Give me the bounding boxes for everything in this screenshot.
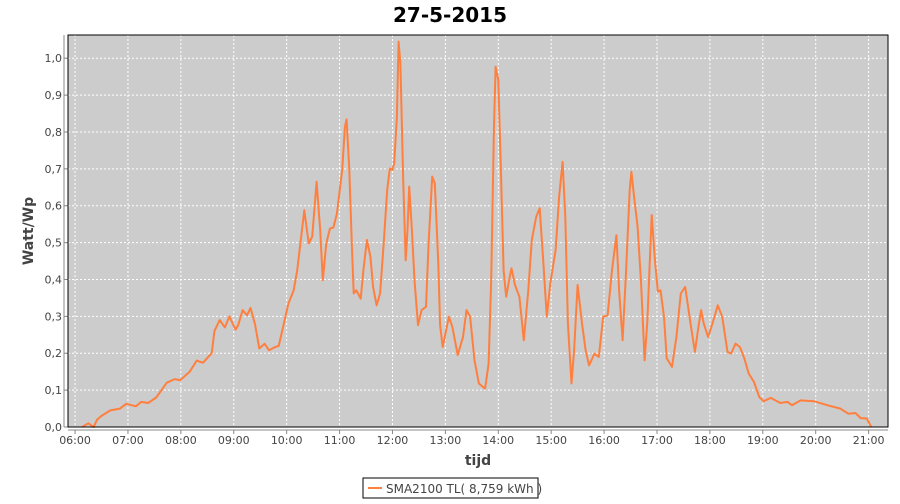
y-tick-label: 1,0	[45, 52, 63, 65]
x-tick-label: 13:00	[430, 434, 462, 447]
y-axis: 0,0 0,1 0,2 0,3 0,4 0,5 0,6 0,7 0,8 0,9 1,0	[45, 35, 68, 434]
chart-title: 27-5-2015	[393, 3, 507, 27]
y-tick-label: 0,0	[45, 421, 63, 434]
y-tick-label: 0,4	[45, 273, 63, 286]
x-tick-label: 10:00	[271, 434, 303, 447]
legend-label: SMA2100 TL( 8,759 kWh )	[386, 482, 542, 496]
y-tick-label: 0,8	[45, 126, 63, 139]
x-tick-label: 15:00	[535, 434, 567, 447]
grid-lines	[68, 35, 888, 428]
x-tick-label: 17:00	[641, 434, 673, 447]
x-tick-label: 07:00	[112, 434, 144, 447]
x-tick-label: 06:00	[59, 434, 91, 447]
y-tick-label: 0,1	[45, 384, 63, 397]
x-tick-label: 18:00	[694, 434, 726, 447]
x-axis-label: tijd	[465, 453, 491, 469]
x-tick-label: 09:00	[218, 434, 250, 447]
y-tick-label: 0,6	[45, 200, 63, 213]
x-tick-label: 20:00	[800, 434, 832, 447]
series-line-sma2100	[81, 40, 873, 428]
x-tick-label: 12:00	[377, 434, 409, 447]
legend-box	[362, 477, 539, 499]
y-tick-label: 0,9	[45, 89, 63, 102]
x-tick-label: 19:00	[747, 434, 779, 447]
y-tick-label: 0,2	[45, 347, 63, 360]
x-tick-label: 16:00	[588, 434, 620, 447]
y-axis-label: Watt/Wp	[21, 197, 37, 265]
x-tick-label: 21:00	[853, 434, 885, 447]
x-tick-label: 08:00	[165, 434, 197, 447]
x-axis: 06:00 07:00 08:00 09:00 10:00 11:00 12:00 13:00…	[59, 429, 888, 447]
plot-border	[67, 34, 889, 428]
y-tick-label: 0,5	[45, 237, 63, 250]
legend: SMA2100 TL( 8,759 kWh )	[362, 477, 542, 499]
x-tick-label: 11:00	[324, 434, 356, 447]
x-tick-label: 14:00	[482, 434, 514, 447]
y-tick-label: 0,3	[45, 310, 63, 323]
y-tick-label: 0,7	[45, 163, 63, 176]
